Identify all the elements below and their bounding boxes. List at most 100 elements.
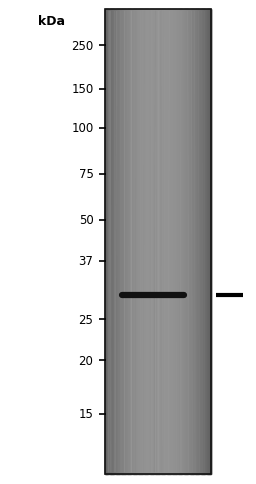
Bar	[160, 10, 161, 474]
Bar	[173, 10, 174, 474]
Bar	[114, 10, 115, 474]
Bar	[118, 10, 119, 474]
Bar	[106, 10, 107, 474]
Text: 75: 75	[79, 168, 93, 181]
Bar	[195, 10, 196, 474]
Bar	[149, 10, 150, 474]
Bar	[112, 10, 113, 474]
Bar	[121, 10, 122, 474]
Bar	[128, 10, 129, 474]
Bar	[139, 10, 140, 474]
Bar	[168, 10, 169, 474]
Bar	[122, 10, 123, 474]
Bar	[151, 10, 152, 474]
Bar	[193, 10, 194, 474]
Bar	[157, 10, 158, 474]
Bar	[151, 10, 152, 474]
Bar	[163, 10, 164, 474]
Bar	[158, 10, 159, 474]
Bar	[179, 10, 180, 474]
Bar	[149, 10, 150, 474]
Bar	[150, 10, 151, 474]
Bar	[198, 10, 199, 474]
Bar	[182, 10, 183, 474]
Bar	[184, 10, 185, 474]
Bar	[133, 10, 134, 474]
Bar	[139, 10, 140, 474]
Bar	[206, 10, 207, 474]
Bar	[183, 10, 184, 474]
Bar	[190, 10, 191, 474]
Bar	[141, 10, 142, 474]
Bar	[187, 10, 188, 474]
Bar	[181, 10, 182, 474]
Bar	[150, 10, 151, 474]
Bar	[132, 10, 133, 474]
Bar	[175, 10, 176, 474]
Bar	[135, 10, 136, 474]
Bar	[177, 10, 178, 474]
Bar	[141, 10, 142, 474]
Bar	[117, 10, 118, 474]
Bar	[125, 10, 126, 474]
Text: kDa: kDa	[38, 15, 65, 28]
Bar	[199, 10, 200, 474]
Bar	[210, 10, 211, 474]
Text: 150: 150	[71, 83, 93, 96]
Bar	[180, 10, 181, 474]
Bar	[108, 10, 109, 474]
Bar	[164, 10, 165, 474]
Bar	[144, 10, 145, 474]
Bar	[209, 10, 210, 474]
Bar	[113, 10, 114, 474]
Bar	[186, 10, 187, 474]
Bar	[154, 10, 155, 474]
Bar	[137, 10, 138, 474]
Bar	[126, 10, 127, 474]
Bar	[107, 10, 108, 474]
Bar	[124, 10, 125, 474]
Bar	[186, 10, 187, 474]
Bar	[206, 10, 207, 474]
Bar	[135, 10, 136, 474]
Bar	[188, 10, 189, 474]
Bar	[117, 10, 118, 474]
Bar	[197, 10, 198, 474]
Bar	[200, 10, 201, 474]
Bar	[208, 10, 209, 474]
Bar	[176, 10, 177, 474]
Bar	[132, 10, 133, 474]
Bar	[125, 10, 126, 474]
Bar	[159, 10, 160, 474]
Text: 15: 15	[79, 408, 93, 420]
Bar	[116, 10, 117, 474]
Bar	[124, 10, 125, 474]
Bar	[105, 10, 211, 474]
Bar	[120, 10, 121, 474]
Bar	[119, 10, 120, 474]
Bar	[143, 10, 144, 474]
Bar	[185, 10, 186, 474]
Bar	[161, 10, 162, 474]
Bar	[173, 10, 174, 474]
Bar	[194, 10, 195, 474]
Bar	[146, 10, 147, 474]
Bar	[183, 10, 184, 474]
Bar	[137, 10, 138, 474]
Bar	[196, 10, 197, 474]
Bar	[161, 10, 162, 474]
Bar	[123, 10, 124, 474]
Bar	[168, 10, 169, 474]
Bar	[123, 10, 124, 474]
Bar	[207, 10, 208, 474]
Text: 20: 20	[79, 354, 93, 367]
Bar	[156, 10, 157, 474]
Bar	[166, 10, 167, 474]
Bar	[152, 10, 153, 474]
Bar	[167, 10, 168, 474]
Bar	[192, 10, 193, 474]
Bar	[178, 10, 179, 474]
Bar	[140, 10, 141, 474]
Bar	[162, 10, 163, 474]
Bar	[169, 10, 170, 474]
